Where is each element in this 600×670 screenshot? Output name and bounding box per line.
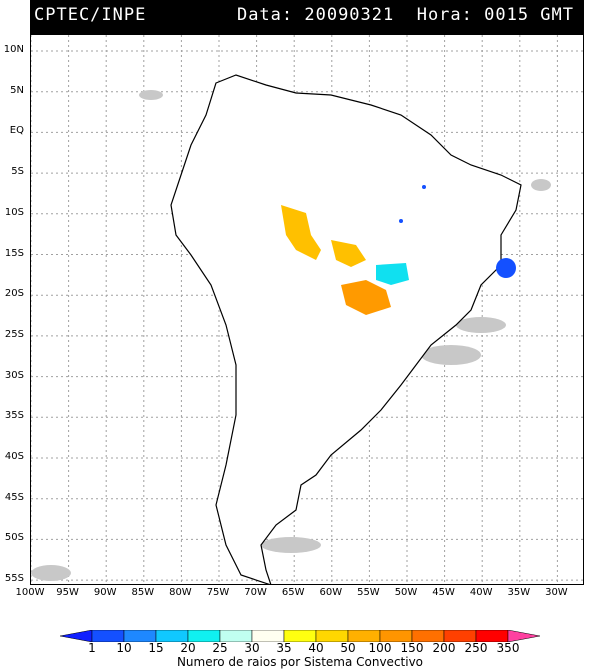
continent-outline — [170, 74, 522, 584]
colorbar-title: Numero de raios por Sistema Convectivo — [176, 655, 424, 669]
lat-label: 10N — [3, 44, 24, 55]
datetime-label: Data: 20090321 Hora: 0015 GMT — [236, 5, 574, 25]
lon-label: 50W — [394, 587, 418, 598]
lat-label: 25S — [4, 328, 24, 340]
colorbar-tick-label: 50 — [340, 641, 356, 655]
map-svg — [31, 35, 583, 584]
lon-label: 100W — [15, 587, 45, 598]
lon-label: 60W — [319, 587, 343, 598]
colorbar-tick-label: 20 — [180, 641, 196, 655]
lat-label: 10S — [4, 206, 24, 218]
lat-label: 50S — [4, 532, 24, 544]
lon-label: 45W — [432, 587, 455, 598]
lat-label: 35S — [4, 410, 24, 422]
lat-label: 55S — [4, 573, 24, 585]
colorbar-tick-label: 25 — [212, 641, 228, 655]
colorbar-tick-label: 15 — [148, 641, 164, 655]
map-panel — [30, 34, 584, 585]
lat-label: 15S — [4, 247, 24, 259]
colorbar-tick-label: 100 — [368, 641, 392, 655]
lon-label: 55W — [357, 587, 380, 598]
lat-label: 45S — [4, 491, 24, 503]
colorbar-tick-label: 150 — [400, 641, 424, 655]
lon-label: 75W — [206, 587, 230, 598]
lon-label: 95W — [56, 587, 79, 598]
colorbar — [60, 630, 540, 642]
title-bar: CPTEC/INPE Data: 20090321 Hora: 0015 GMT — [30, 0, 584, 34]
colorbar-swatch — [507, 630, 540, 642]
lon-label: 90W — [93, 587, 117, 598]
lightning-clusters — [281, 185, 516, 315]
lon-label: 70W — [244, 587, 267, 598]
colorbar-tick-label: 200 — [432, 641, 456, 655]
colorbar-tick-label: 40 — [308, 641, 324, 655]
lon-label: 80W — [169, 587, 192, 598]
lat-label: 20S — [4, 288, 24, 300]
lon-label: 35W — [507, 587, 531, 598]
lon-label: 85W — [131, 587, 155, 598]
colorbar-tick-label: 1 — [88, 641, 96, 655]
lon-label: 65W — [281, 587, 305, 598]
lat-label: EQ — [9, 125, 24, 137]
colorbar-tick-label: 250 — [464, 641, 488, 655]
lat-label: 30S — [4, 369, 24, 381]
lat-label: 5N — [10, 84, 24, 96]
lon-label: 40W — [469, 587, 493, 598]
lat-label: 5S — [11, 166, 24, 178]
colorbar-tick-label: 35 — [276, 641, 292, 655]
colorbar-tick-label: 10 — [116, 641, 132, 655]
source-label: CPTEC/INPE — [34, 5, 147, 25]
lon-label: 30W — [545, 587, 568, 598]
colorbar-tick-label: 350 — [496, 641, 520, 655]
lat-label: 40S — [4, 451, 24, 462]
colorbar-tick-label: 30 — [244, 641, 260, 655]
